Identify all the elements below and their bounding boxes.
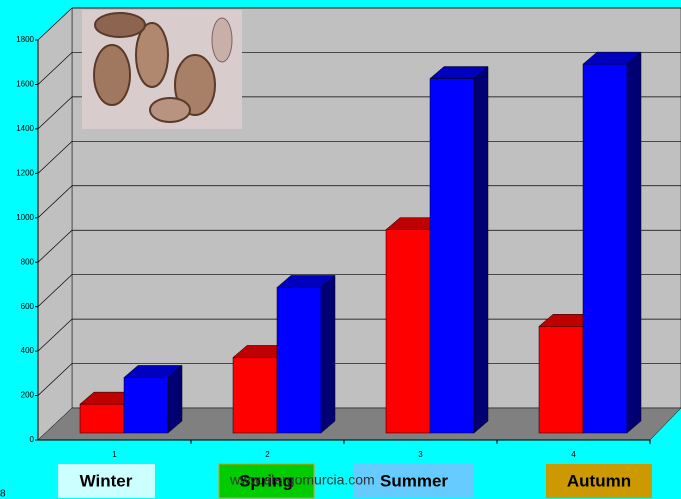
grid-line: [37, 141, 73, 174]
season-box: [58, 464, 155, 498]
season-box: [354, 464, 474, 498]
grid-line: [37, 52, 73, 85]
grid-line: [37, 318, 73, 352]
y-tick-label: 400: [21, 346, 35, 355]
bar: [429, 78, 475, 434]
bar-side: [626, 51, 642, 434]
y-tick-label: 1400: [16, 124, 34, 133]
bar: [582, 63, 628, 434]
grid-line: [37, 96, 73, 130]
bar: [385, 229, 431, 434]
season-label: Summer: [380, 471, 448, 490]
x-tick-label: 4: [571, 450, 576, 459]
x-tick-label: 1: [112, 450, 117, 459]
spore-image: [82, 10, 242, 129]
x-tick-label: 2: [265, 450, 270, 459]
y-tick-label: 1000: [16, 213, 34, 222]
x-tick-label: 3: [418, 450, 423, 459]
bar: [123, 377, 169, 434]
grid-line: [37, 229, 73, 263]
bar: [538, 326, 584, 434]
website: www.alergomurcia.com: [229, 472, 375, 488]
bar: [79, 403, 125, 434]
corner-text: 8: [0, 489, 6, 499]
season-label: Winter: [80, 471, 133, 490]
season-box: [546, 464, 652, 498]
bar-side: [473, 66, 489, 434]
grid-line: [37, 274, 73, 307]
y-tick-label: 1200: [16, 168, 34, 177]
grid-line: [37, 7, 73, 41]
y-tick-label: 600: [21, 302, 35, 311]
y-tick-label: 0: [30, 435, 35, 444]
season-label: Spring: [239, 471, 293, 490]
grid-line: [37, 185, 73, 219]
grid-line: [37, 363, 73, 396]
bar: [276, 287, 322, 434]
season-box: [218, 463, 315, 499]
bar: [232, 357, 278, 434]
y-tick-label: 1600: [16, 80, 34, 89]
bar-side: [320, 274, 336, 434]
y-tick-label: 1800: [16, 35, 34, 44]
season-label: Autumn: [567, 471, 631, 490]
side-wall: [37, 7, 73, 441]
y-tick-label: 200: [21, 391, 35, 400]
y-tick-label: 800: [21, 257, 35, 266]
